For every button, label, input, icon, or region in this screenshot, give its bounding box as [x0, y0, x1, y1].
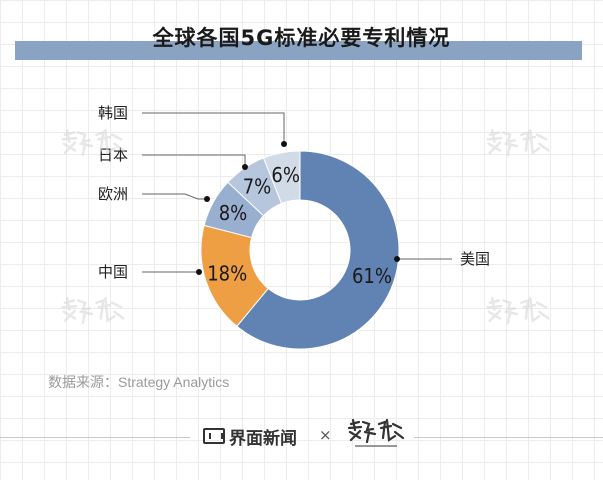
donut-slice-0	[236, 150, 400, 350]
watermark-logo	[61, 129, 125, 157]
leader-dot	[196, 269, 202, 275]
slice-category-label: 美国	[460, 250, 490, 268]
slice-percent-label: 7%	[243, 175, 272, 199]
jiemian-brand-name: 界面新闻	[229, 428, 297, 449]
slice-category-label: 韩国	[98, 104, 128, 122]
slice-percent-label: 61%	[352, 264, 392, 288]
slice-percent-label: 6%	[271, 163, 300, 187]
slice-category-label: 欧洲	[98, 185, 128, 203]
watermark-logo	[486, 129, 550, 157]
leader-line	[142, 112, 285, 144]
datawire-logo	[347, 418, 405, 447]
donut-slice-4	[262, 150, 301, 205]
leader-dot	[281, 141, 287, 147]
leader-dot	[204, 196, 210, 202]
watermark-logo	[486, 297, 550, 325]
footer-divider-left	[0, 437, 190, 438]
slice-category-label: 日本	[98, 146, 128, 164]
slice-percent-label: 8%	[219, 201, 248, 225]
slice-percent-label: 18%	[207, 262, 247, 286]
jiemian-brand: 界面新闻	[203, 424, 297, 449]
jiemian-logo-icon	[203, 428, 225, 444]
watermark-logo	[61, 297, 125, 325]
chart-title: 全球各国5G标准必要专利情况	[152, 26, 451, 50]
source-note: 数据来源：Strategy Analytics	[48, 374, 230, 390]
leader-line	[142, 193, 207, 200]
footer-separator: ×	[319, 426, 332, 444]
leader-dot	[394, 256, 400, 262]
footer-divider-right	[414, 437, 603, 438]
leader-dot	[242, 164, 248, 170]
slice-category-label: 中国	[98, 263, 128, 281]
leader-line	[142, 154, 246, 167]
title-bar	[15, 41, 582, 60]
